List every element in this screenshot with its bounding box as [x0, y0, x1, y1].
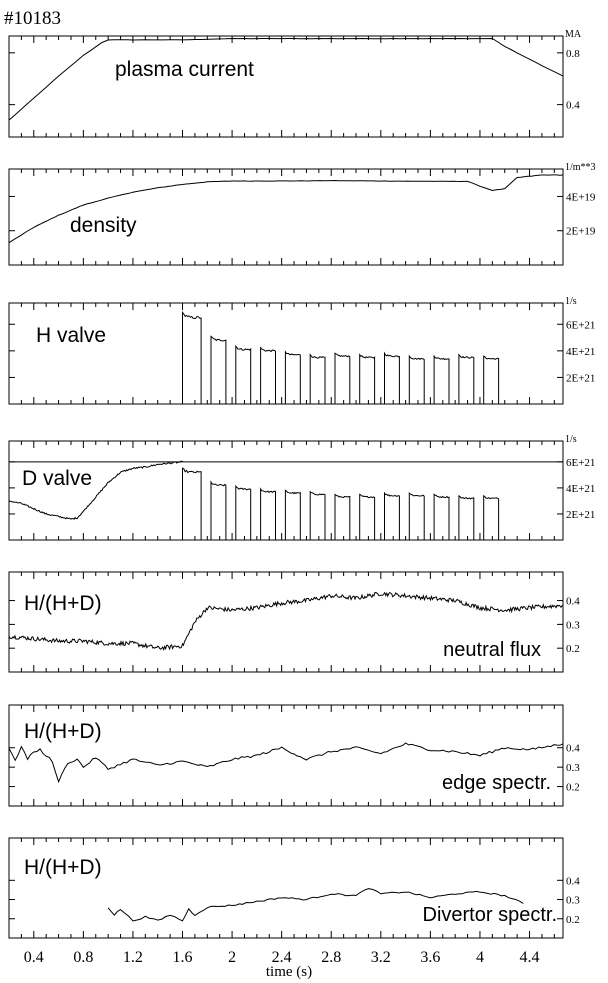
y-tick-label: 0.2 [566, 643, 580, 655]
x-tick-label: 0.4 [24, 949, 44, 966]
y-tick-label: 4E+19 [566, 191, 596, 203]
y-tick-label: 0.4 [566, 596, 580, 608]
series-line [8, 591, 564, 652]
panel-frame [8, 168, 564, 266]
panel-annotation: H/(H+D) [24, 720, 102, 743]
x-tick-label: 1.2 [123, 949, 143, 966]
panel-edge-spectr: 0.4 0.3 0.2 H/(H+D) edge spectr. [8, 704, 580, 807]
panel-d-valve: 6E+21 4E+21 2E+21 1/s D valve [8, 434, 595, 541]
x-tick-label: 3.2 [371, 949, 391, 966]
panel-divertor-spectr: 0.4 0.3 0.2 H/(H+D) Divertor spectr. [8, 837, 580, 939]
x-tick-label: 2.8 [321, 949, 341, 966]
y-tick-label: 2E+19 [566, 226, 596, 238]
panel-annotation-secondary: neutral flux [443, 639, 541, 661]
panel-annotation: D valve [22, 467, 92, 490]
y-tick-label: 4E+21 [566, 483, 595, 495]
y-unit-label: 1/s [565, 434, 577, 445]
panel-frame [8, 302, 564, 405]
shot-label: #10183 [4, 8, 61, 29]
y-tick-label: 0.8 [566, 48, 580, 60]
panel-neutral-flux: 0.4 0.3 0.2 H/(H+D) neutral flux [8, 571, 580, 673]
y-tick-label: 0.3 [566, 619, 580, 631]
y-tick-label: 0.4 [566, 100, 580, 112]
panel-annotation: H/(H+D) [24, 592, 102, 615]
series-line [8, 742, 564, 784]
y-tick-label: 0.3 [566, 895, 580, 907]
x-tick-label: 4.4 [520, 949, 540, 966]
panel-annotation: H valve [36, 324, 106, 347]
panel-annotation: plasma current [115, 58, 254, 81]
panel-frame [8, 837, 564, 939]
y-tick-label: 0.3 [566, 762, 580, 774]
y-tick-label: 0.2 [566, 914, 580, 926]
series-line [8, 174, 564, 244]
y-tick-label: 2E+21 [566, 509, 595, 521]
panel-annotation: H/(H+D) [24, 856, 102, 879]
series-line [107, 888, 524, 922]
y-tick-label: 0.4 [566, 875, 580, 887]
y-tick-label: 6E+21 [566, 319, 595, 331]
x-tick-label: 1.6 [173, 949, 193, 966]
x-tick-label: 3.6 [420, 949, 440, 966]
y-unit-label: 1/m**3 [565, 162, 596, 173]
x-tick-label: 4 [476, 949, 484, 966]
y-unit-label: MA [565, 29, 582, 40]
x-tick-labels: 0.4 0.8 1.2 1.6 2 2.4 2.8 3.2 3.6 4 4.4 [24, 949, 540, 966]
y-tick-label: 2E+21 [566, 372, 595, 384]
pulse-train [182, 467, 500, 540]
y-unit-label: 1/s [565, 296, 577, 307]
panel-frame [8, 704, 564, 807]
y-tick-label: 6E+21 [566, 457, 595, 469]
y-tick-label: 0.4 [566, 743, 580, 755]
x-tick-label: 2 [228, 949, 236, 966]
x-tick-label: 0.8 [73, 949, 93, 966]
series-line [8, 37, 564, 121]
x-axis-label: time (s) [266, 964, 312, 980]
panel-frame [8, 440, 564, 541]
panel-frame [8, 35, 564, 138]
panel-plasma-current: 0.8 0.4 MA plasma current [8, 29, 582, 138]
panels: 0.8 0.4 MA plasma current 4E+19 2E+19 1/m**3 de… [8, 29, 596, 939]
y-tick-label: 0.2 [566, 782, 580, 794]
panel-frame [8, 571, 564, 673]
y-tick-label: 4E+21 [566, 346, 595, 358]
panel-h-valve: 6E+21 4E+21 2E+21 1/s H valve [8, 296, 595, 405]
pulse-train [182, 310, 500, 404]
panel-annotation-secondary: Divertor spectr. [423, 904, 557, 926]
panel-annotation-secondary: edge spectr. [442, 772, 551, 794]
series-line [8, 460, 183, 520]
panel-annotation: density [70, 214, 137, 237]
x-tick-label: 2.4 [272, 949, 292, 966]
panel-density: 4E+19 2E+19 1/m**3 density [8, 162, 596, 266]
